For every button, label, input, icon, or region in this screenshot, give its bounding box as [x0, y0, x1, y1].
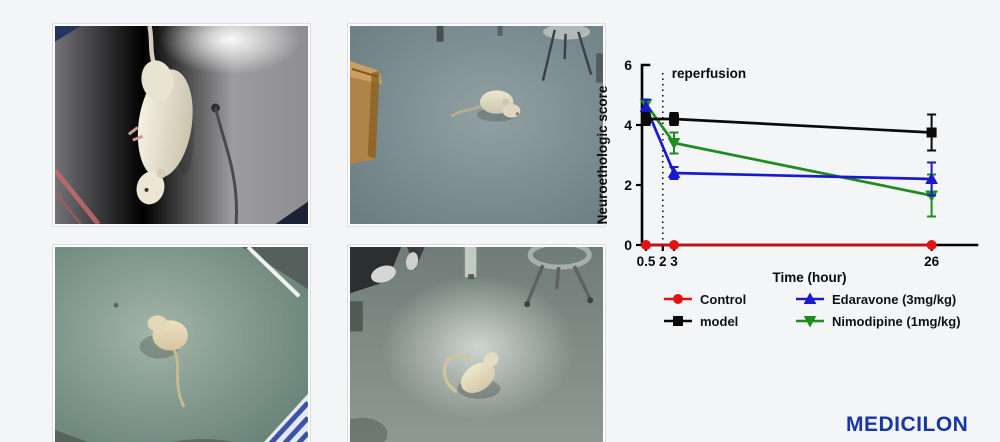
- rat-figure: [139, 315, 188, 408]
- series-control: [641, 240, 937, 250]
- rat-head: [147, 315, 168, 332]
- rat-tail: [172, 348, 186, 408]
- legend-item-edaravone-3mg-kg: Edaravone (3mg/kg): [795, 292, 961, 307]
- legend-label: model: [700, 313, 739, 329]
- photo-4-art: [350, 247, 603, 442]
- bottom-shadow: [172, 438, 233, 442]
- background-object: [436, 26, 444, 42]
- rat-body: [460, 362, 495, 393]
- circle-marker-icon: [664, 294, 692, 304]
- rat-head: [502, 104, 521, 118]
- photo-3-art: [55, 247, 308, 442]
- legend-label: Nimodipine (1mg/kg): [832, 313, 961, 329]
- rat-figure: [127, 26, 194, 205]
- neuroethologic-score-chart: 0 2 4 6 0.5 2 3 26 Neuroethologic score Time (hou…: [595, 48, 995, 296]
- corner-dark-area: [242, 247, 308, 290]
- photo-rat-tail-suspension: [53, 24, 310, 226]
- x-tick-label: 3: [670, 254, 678, 269]
- white-shoe: [371, 265, 396, 283]
- corner-smudge: [350, 417, 388, 442]
- cardboard-box: [350, 61, 383, 165]
- stool-figure: [524, 247, 594, 308]
- x-tick-label: 26: [924, 254, 940, 269]
- x-axis-label: Time (hour): [773, 270, 847, 285]
- floor-background: [350, 26, 603, 224]
- y-tick-label: 4: [624, 117, 632, 133]
- rat-figure: [442, 352, 501, 399]
- series-model: [641, 112, 937, 152]
- triangle-down-marker-icon: [796, 316, 824, 328]
- rat-head: [136, 171, 165, 205]
- table-leg: [463, 247, 478, 280]
- square-marker-icon: [664, 316, 692, 326]
- series-nimodipine-1mg-kg: [639, 98, 938, 218]
- photo-1-art: [55, 26, 308, 224]
- photo-rat-curled-floor: [348, 245, 605, 442]
- floor-light-glow: [381, 275, 575, 420]
- rat-tail: [450, 104, 482, 118]
- x-tick-label: 2: [659, 254, 667, 269]
- white-diagonal-line: [246, 247, 301, 298]
- rat-tail: [442, 353, 471, 394]
- edge-object: [350, 301, 363, 332]
- rat-figure: [450, 90, 521, 122]
- x-tick-label: 0.5: [637, 254, 656, 269]
- photo-2-art: [350, 26, 603, 224]
- y-axis-label: Neuroethologic score: [595, 85, 610, 224]
- photo-rat-open-field-box: [348, 24, 605, 226]
- legend-item-model: model: [663, 314, 781, 329]
- rat-paws: [127, 126, 144, 142]
- legend-item-control: Control: [663, 292, 781, 307]
- legend-label: Edaravone (3mg/kg): [832, 291, 957, 307]
- cable: [211, 103, 238, 224]
- axes: [636, 63, 979, 251]
- y-tick-label: 2: [624, 177, 632, 193]
- pink-stripe: [55, 168, 101, 224]
- background-object-2: [497, 26, 503, 36]
- floor-speck: [113, 302, 119, 308]
- rat-head: [483, 352, 499, 367]
- edge-object: [596, 53, 603, 83]
- reperfusion-label: reperfusion: [672, 66, 746, 81]
- photo-rat-teal-floor: [53, 245, 310, 442]
- chart-legend: Control Edaravone (3mg/kg) model Nimodipine…: [663, 288, 961, 332]
- legend-label: Control: [700, 291, 747, 307]
- person-legs: [350, 247, 425, 294]
- pink-stripe-2: [55, 190, 82, 224]
- y-tick-label: 0: [624, 237, 632, 253]
- ceiling-light-glow: [159, 26, 302, 75]
- y-tick-label: 6: [624, 57, 632, 73]
- series-edaravone-3mg-kg: [639, 98, 938, 197]
- medicilon-logo: MEDICILON: [846, 413, 969, 436]
- legend-item-nimodipine-1mg-kg: Nimodipine (1mg/kg): [795, 314, 961, 329]
- stool-figure: [541, 26, 593, 81]
- triangle-up-marker-icon: [796, 292, 824, 304]
